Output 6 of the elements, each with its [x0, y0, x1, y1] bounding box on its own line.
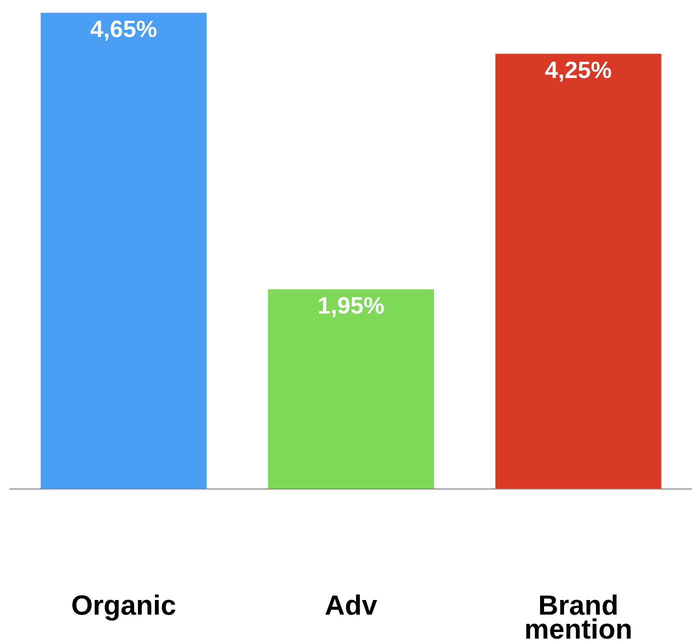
data-label: 4,65% — [90, 20, 157, 41]
data-label: 4,25% — [545, 61, 612, 82]
x-tick-label: Organic — [72, 594, 176, 621]
x-tick-label: Adv — [325, 594, 378, 615]
data-label: 1,95% — [319, 297, 384, 318]
x-tick-label: Brand mention — [526, 594, 631, 639]
